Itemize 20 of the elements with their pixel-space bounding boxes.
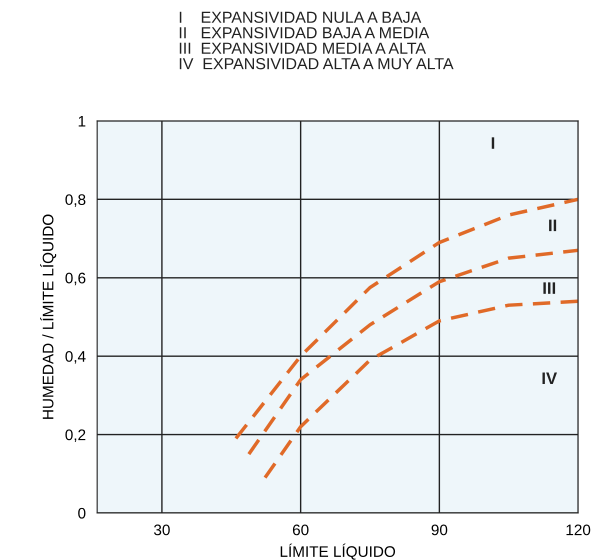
x-tick-label: 120 [566,524,590,536]
chart-title: I EXPANSIVIDAD NULA A BAJA II EXPANSIVIDAD BAJA A MEDIA III EXPANSIVIDAD MEDIA A ALTA IV EXPANSIVIDAD ALTA A MUY ALTA [180,12,454,70]
y-tick-label: 0,2 [65,429,86,442]
annotation: II [549,220,556,232]
y-tick-label: 0,4 [65,351,86,364]
y-tick-label: 0 [78,508,86,519]
x-tick-label: 90 [432,524,448,536]
x-tick-label: 60 [292,524,309,536]
y-tick-label: 1 [78,116,86,126]
y-tick-label: 0,8 [65,194,86,207]
x-tick-label: 30 [154,524,170,536]
y-tick-label: 0,6 [65,272,86,286]
line-series [263,300,578,480]
annotation: IV [542,372,558,384]
annotation: III [543,282,556,294]
y-axis-title: HUMEDAD / LÍMITE LÍQUIDO [40,214,56,419]
line-series [234,198,578,440]
annotation: I [492,137,494,149]
x-axis-title: LÍMITE LÍQUIDO [280,544,396,560]
line-series [247,248,578,456]
